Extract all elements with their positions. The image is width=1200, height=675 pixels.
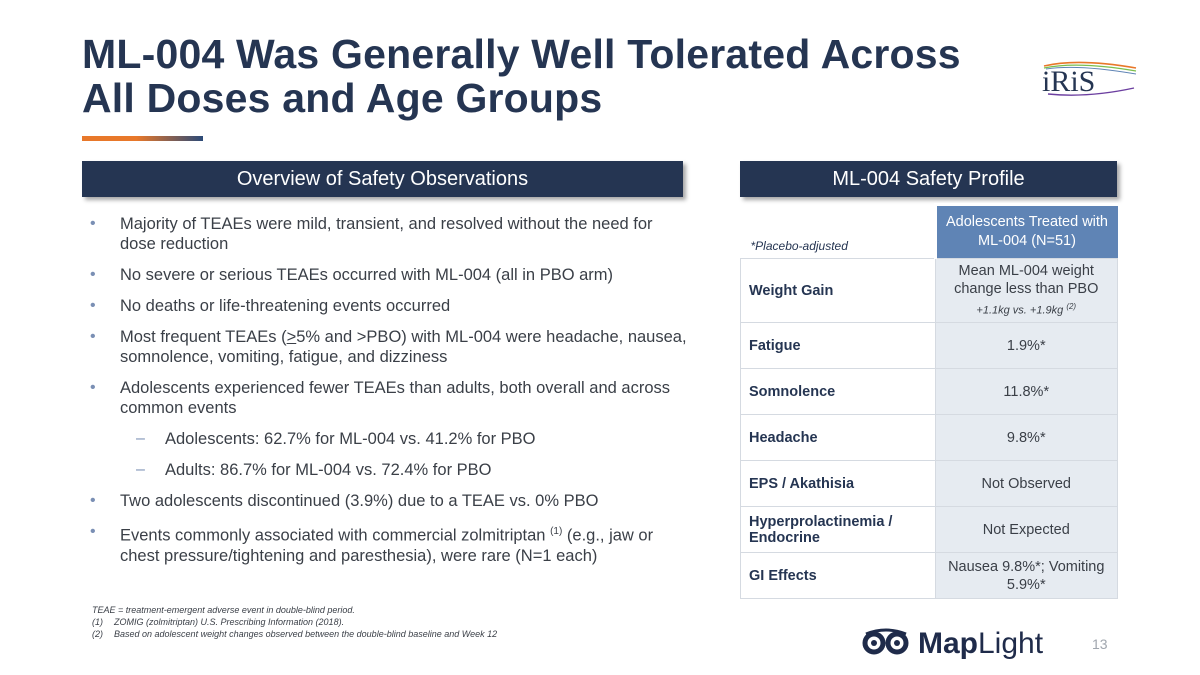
maplight-icon bbox=[862, 628, 909, 655]
page-title-line-2: All Doses and Age Groups bbox=[82, 75, 603, 121]
table-header-row: *Placebo-adjusted Adolescents Treated wi… bbox=[741, 203, 1118, 259]
page-number: 13 bbox=[1092, 636, 1108, 652]
row-value-fatigue: 1.9%* bbox=[934, 322, 1118, 369]
bullet-discontinued: Two adolescents discontinued (3.9%) due … bbox=[90, 491, 690, 511]
row-label-hyperprolactinemia: Hyperprolactinemia / Endocrine bbox=[740, 506, 936, 553]
row-value-somnolence: 11.8%* bbox=[934, 368, 1118, 415]
weight-gain-note: +1.1kg vs. +1.9kg (2) bbox=[942, 298, 1112, 320]
iris-logo: iRiS bbox=[1042, 61, 1137, 98]
row-value-gi-effects: Nausea 9.8%*; Vomiting 5.9%* bbox=[934, 552, 1118, 599]
row-label-headache: Headache bbox=[740, 414, 936, 461]
title-accent-bar bbox=[82, 136, 203, 141]
table-row: Hyperprolactinemia / Endocrine Not Expec… bbox=[740, 506, 1118, 553]
table-row: GI Effects Nausea 9.8%*; Vomiting 5.9%* bbox=[740, 552, 1118, 599]
placebo-adjusted-note: *Placebo-adjusted bbox=[750, 239, 848, 253]
column-header-adolescents: Adolescents Treated with ML-004 (N=51) bbox=[933, 203, 1118, 259]
row-label-gi-effects: GI Effects bbox=[740, 552, 936, 599]
bullet-most-frequent: Most frequent TEAEs (>5% and >PBO) with … bbox=[90, 327, 690, 367]
bullet-zolmitriptan-pre: Events commonly associated with commerci… bbox=[120, 526, 551, 545]
footnote-2-number: (2) bbox=[92, 629, 103, 639]
footnotes: TEAE = treatment-emergent adverse event … bbox=[92, 604, 497, 640]
weight-gain-note-text: +1.1kg vs. +1.9kg bbox=[976, 304, 1064, 317]
row-value-eps-akathisia: Not Observed bbox=[934, 460, 1118, 507]
gte-symbol: > bbox=[286, 328, 297, 346]
row-label-somnolence: Somnolence bbox=[740, 368, 936, 415]
table-row: Somnolence 11.8%* bbox=[740, 368, 1118, 415]
bullet-zolmitriptan-events: Events commonly associated with commerci… bbox=[90, 522, 690, 566]
maplight-wordmark-map: Map bbox=[918, 627, 978, 660]
table-row: Headache 9.8%* bbox=[740, 414, 1118, 461]
bullet-no-deaths: No deaths or life-threatening events occ… bbox=[90, 296, 690, 316]
footnote-ref-2: (2) bbox=[1066, 301, 1077, 311]
iris-logo-text: iRiS bbox=[1042, 65, 1095, 98]
footnote-1: (1) ZOMIG (zolmitriptan) U.S. Prescribing… bbox=[92, 616, 497, 628]
safety-observations-list: Majority of TEAEs were mild, transient, … bbox=[90, 214, 690, 577]
page-title: ML-004 Was Generally Well Tolerated Acro… bbox=[82, 32, 961, 120]
bullet-adolescents-fewer: Adolescents experienced fewer TEAEs than… bbox=[90, 378, 690, 418]
table-row: EPS / Akathisia Not Observed bbox=[740, 460, 1118, 507]
row-value-hyperprolactinemia: Not Expected bbox=[934, 506, 1118, 553]
safety-profile-table: *Placebo-adjusted Adolescents Treated wi… bbox=[740, 203, 1118, 599]
sub-bullet-adults: Adults: 86.7% for ML-004 vs. 72.4% for P… bbox=[90, 460, 690, 480]
bullet-most-frequent-post: 5% and >PBO) with ML-004 were headache, … bbox=[120, 328, 687, 366]
footnote-2: (2) Based on adolescent weight changes ob… bbox=[92, 628, 497, 640]
bullet-teae-mild: Majority of TEAEs were mild, transient, … bbox=[90, 214, 690, 254]
safety-profile-section-header: ML-004 Safety Profile bbox=[740, 161, 1117, 197]
footnote-1-number: (1) bbox=[92, 617, 103, 627]
maplight-wordmark-light: Light bbox=[978, 627, 1044, 660]
sub-bullet-adolescents: Adolescents: 62.7% for ML-004 vs. 41.2% … bbox=[90, 429, 690, 449]
footnote-teae: TEAE = treatment-emergent adverse event … bbox=[92, 605, 355, 615]
table-row: Weight Gain Mean ML-004 weight change le… bbox=[740, 258, 1118, 323]
row-value-weight-gain: Mean ML-004 weight change less than PBO … bbox=[934, 258, 1118, 323]
table-row: Fatigue 1.9%* bbox=[740, 322, 1118, 369]
row-label-eps-akathisia: EPS / Akathisia bbox=[740, 460, 936, 507]
row-label-fatigue: Fatigue bbox=[740, 322, 936, 369]
overview-section-header: Overview of Safety Observations bbox=[82, 161, 683, 197]
page-title-line-1: ML-004 Was Generally Well Tolerated Acro… bbox=[82, 31, 961, 77]
row-label-weight-gain: Weight Gain bbox=[740, 258, 936, 323]
maplight-wordmark: MapLight bbox=[918, 626, 1043, 662]
row-value-headache: 9.8%* bbox=[934, 414, 1118, 461]
footnote-ref-1: (1) bbox=[550, 526, 563, 537]
footnote-1-text: ZOMIG (zolmitriptan) U.S. Prescribing In… bbox=[114, 617, 345, 627]
bullet-no-severe: No severe or serious TEAEs occurred with… bbox=[90, 265, 690, 285]
bullet-most-frequent-pre: Most frequent TEAEs ( bbox=[120, 328, 287, 346]
footnote-2-text: Based on adolescent weight changes obser… bbox=[114, 629, 498, 639]
weight-gain-value: Mean ML-004 weight change less than PBO bbox=[954, 262, 1099, 297]
bullet-zolmitriptan-post: (e.g., jaw or chest pressure/tightening … bbox=[120, 526, 654, 565]
maplight-logo: MapLight bbox=[862, 626, 1052, 662]
